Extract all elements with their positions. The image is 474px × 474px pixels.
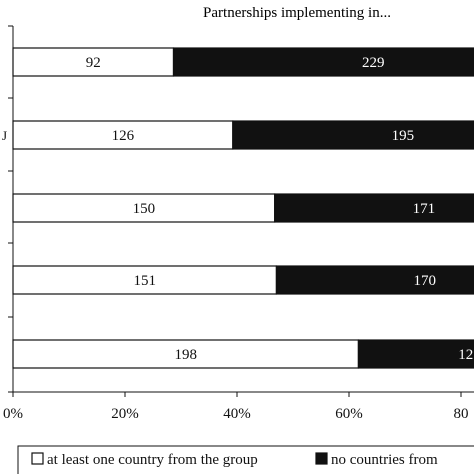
legend: at least one country from the group no co… [17, 445, 474, 474]
legend-label-no-countries: no countries from [331, 452, 438, 468]
data-label-at-least-one-5: 198 [174, 347, 197, 363]
data-label-at-least-one-3: 150 [133, 201, 156, 217]
data-label-no-countries-1: 229 [362, 55, 385, 71]
category-label-2: J [2, 128, 7, 143]
x-tick-label-5: 80 [454, 406, 469, 422]
x-tick-label-3: 40% [223, 406, 251, 422]
x-tick-label-4: 60% [335, 406, 363, 422]
data-label-no-countries-2: 195 [392, 128, 415, 144]
bar-group: 92 229 126 195 150 171 151 170 198 12 [12, 47, 474, 369]
bar-4-no-countries [275, 265, 474, 295]
bar-1-no-countries [172, 47, 474, 77]
data-label-no-countries-5: 12 [458, 347, 473, 363]
x-tick-label-2: 20% [111, 406, 139, 422]
data-label-no-countries-4: 170 [413, 273, 436, 289]
legend-frame [17, 445, 474, 474]
bar-3-at-least-one-country [12, 193, 276, 223]
data-label-at-least-one-4: 151 [133, 273, 156, 289]
legend-label-at-least-one-country: at least one country from the group [47, 452, 258, 468]
legend-swatch-at-least-one-country [31, 452, 44, 465]
axes: J 0% 20% 40% 60% 80 [2, 25, 474, 422]
bar-2-no-countries [232, 120, 474, 150]
data-label-at-least-one-2: 126 [112, 128, 135, 144]
bar-2-at-least-one-country [12, 120, 234, 150]
bar-3-no-countries [274, 193, 474, 223]
bar-5-no-countries [357, 339, 474, 369]
chart-title: Partnerships implementing in... [203, 5, 391, 21]
x-tick-label-1: 0% [3, 406, 23, 422]
legend-swatch-no-countries [315, 452, 328, 465]
bar-5-at-least-one-country [12, 339, 360, 369]
data-label-at-least-one-1: 92 [86, 55, 101, 71]
data-label-no-countries-3: 171 [413, 201, 436, 217]
